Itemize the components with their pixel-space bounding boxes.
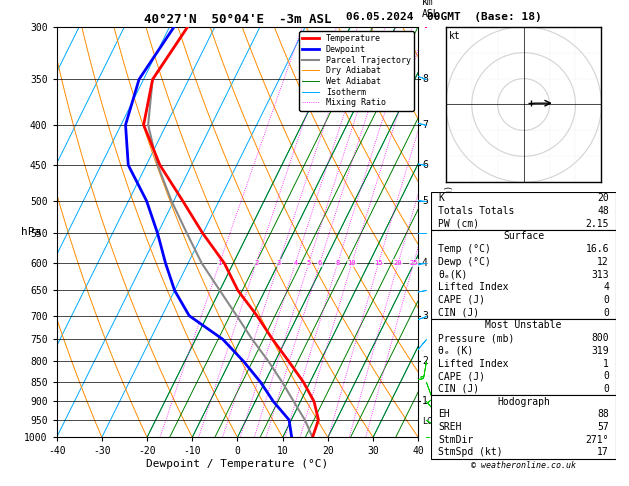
Text: CAPE (J): CAPE (J): [438, 295, 486, 305]
Text: θₑ (K): θₑ (K): [438, 346, 474, 356]
Text: 800: 800: [591, 333, 609, 343]
Text: kt: kt: [449, 32, 461, 41]
Legend: Temperature, Dewpoint, Parcel Trajectory, Dry Adiabat, Wet Adiabat, Isotherm, Mi: Temperature, Dewpoint, Parcel Trajectory…: [299, 31, 414, 110]
X-axis label: Dewpoint / Temperature (°C): Dewpoint / Temperature (°C): [147, 459, 328, 469]
Text: StmSpd (kt): StmSpd (kt): [438, 448, 503, 457]
Text: Surface: Surface: [503, 231, 544, 242]
Text: 25: 25: [409, 260, 418, 266]
Text: 5: 5: [306, 260, 311, 266]
Text: θₑ(K): θₑ(K): [438, 270, 468, 279]
Text: EH: EH: [438, 409, 450, 419]
Text: Dewp (°C): Dewp (°C): [438, 257, 491, 267]
Text: 1: 1: [218, 260, 221, 266]
Text: Lifted Index: Lifted Index: [438, 282, 509, 292]
Text: 10: 10: [348, 260, 356, 266]
Text: 2: 2: [422, 356, 428, 366]
Text: 6: 6: [422, 160, 428, 170]
Text: 57: 57: [598, 422, 609, 432]
Text: 06.05.2024  00GMT  (Base: 18): 06.05.2024 00GMT (Base: 18): [345, 12, 542, 22]
Text: 20: 20: [598, 193, 609, 203]
Bar: [431, 395, 616, 459]
Text: PW (cm): PW (cm): [438, 219, 479, 229]
Text: 0: 0: [603, 371, 609, 381]
Text: Pressure (mb): Pressure (mb): [438, 333, 515, 343]
Text: 2: 2: [254, 260, 259, 266]
Text: 3: 3: [422, 311, 428, 321]
Text: Temp (°C): Temp (°C): [438, 244, 491, 254]
Text: 16.6: 16.6: [586, 244, 609, 254]
Text: 0: 0: [603, 384, 609, 394]
Text: 1: 1: [422, 397, 428, 406]
Text: CAPE (J): CAPE (J): [438, 371, 486, 381]
Text: Totals Totals: Totals Totals: [438, 206, 515, 216]
Text: K: K: [438, 193, 444, 203]
Bar: [431, 230, 616, 319]
Bar: [431, 192, 616, 230]
Text: 8: 8: [422, 74, 428, 84]
Text: 6: 6: [318, 260, 322, 266]
Text: 3: 3: [277, 260, 281, 266]
Text: 0: 0: [603, 295, 609, 305]
Text: Hodograph: Hodograph: [497, 397, 550, 407]
Text: 2.15: 2.15: [586, 219, 609, 229]
Text: 88: 88: [598, 409, 609, 419]
Text: 0: 0: [603, 308, 609, 318]
Text: 313: 313: [591, 270, 609, 279]
Text: 8: 8: [335, 260, 340, 266]
Text: LCL: LCL: [422, 417, 437, 426]
Text: hPa: hPa: [21, 227, 42, 237]
Text: 4: 4: [293, 260, 298, 266]
Text: 4: 4: [603, 282, 609, 292]
Text: 20: 20: [394, 260, 403, 266]
Text: km
ASL: km ASL: [422, 0, 440, 18]
Text: 7: 7: [422, 120, 428, 130]
Title: 40°27'N  50°04'E  -3m ASL: 40°27'N 50°04'E -3m ASL: [143, 13, 331, 26]
Text: CIN (J): CIN (J): [438, 384, 479, 394]
Text: Lifted Index: Lifted Index: [438, 359, 509, 368]
Text: 17: 17: [598, 448, 609, 457]
Text: SREH: SREH: [438, 422, 462, 432]
Text: 4: 4: [422, 258, 428, 268]
Text: Mixing Ratio (g/kg): Mixing Ratio (g/kg): [445, 185, 454, 279]
Text: © weatheronline.co.uk: © weatheronline.co.uk: [471, 461, 576, 469]
Text: 5: 5: [422, 196, 428, 206]
Text: 1: 1: [603, 359, 609, 368]
Text: 271°: 271°: [586, 435, 609, 445]
Text: Most Unstable: Most Unstable: [486, 320, 562, 330]
Text: 12: 12: [598, 257, 609, 267]
Text: 15: 15: [374, 260, 383, 266]
Text: 48: 48: [598, 206, 609, 216]
Text: StmDir: StmDir: [438, 435, 474, 445]
Text: CIN (J): CIN (J): [438, 308, 479, 318]
Text: 319: 319: [591, 346, 609, 356]
Bar: [431, 319, 616, 395]
